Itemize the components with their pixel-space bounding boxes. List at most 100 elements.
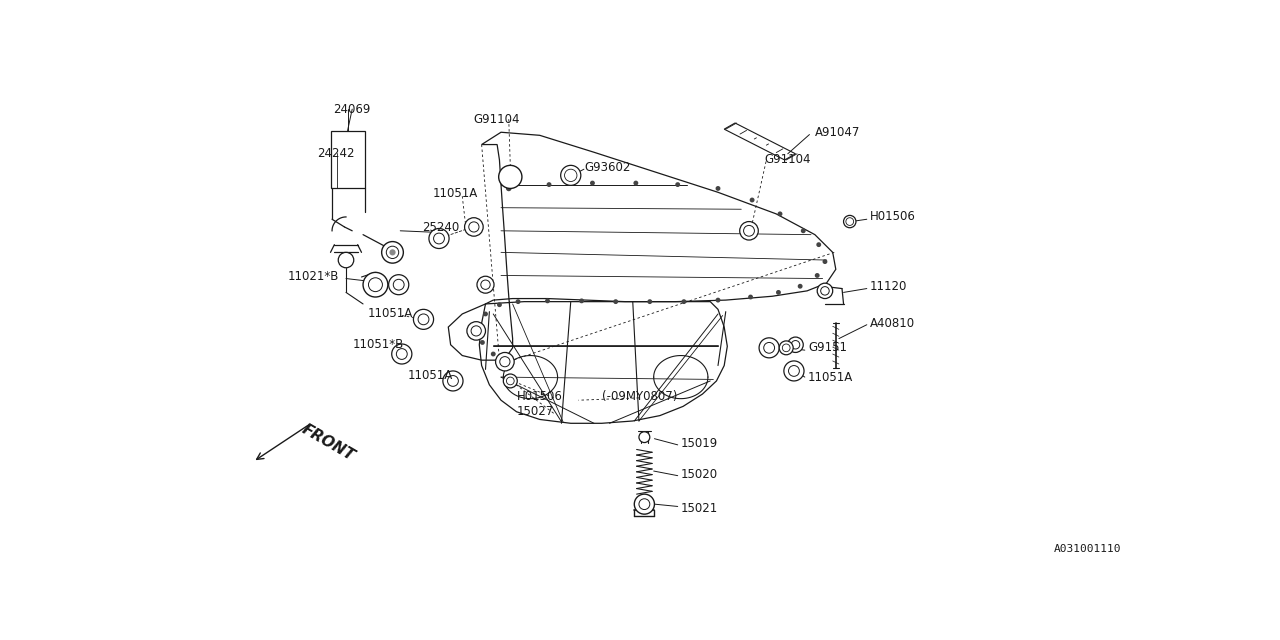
Circle shape xyxy=(443,371,463,391)
Circle shape xyxy=(783,361,804,381)
Text: 15020: 15020 xyxy=(681,468,718,481)
Circle shape xyxy=(788,365,800,376)
Circle shape xyxy=(748,294,753,300)
Circle shape xyxy=(467,322,485,340)
Circle shape xyxy=(815,273,819,278)
Circle shape xyxy=(579,298,584,303)
Circle shape xyxy=(475,324,480,330)
Circle shape xyxy=(481,280,490,289)
Circle shape xyxy=(648,300,653,304)
Circle shape xyxy=(744,225,754,236)
Circle shape xyxy=(844,216,856,228)
Circle shape xyxy=(495,353,515,371)
Circle shape xyxy=(477,276,494,293)
Circle shape xyxy=(635,494,654,514)
Text: 24242: 24242 xyxy=(317,147,355,159)
Circle shape xyxy=(681,300,686,304)
Circle shape xyxy=(776,290,781,295)
Circle shape xyxy=(503,374,517,388)
Text: 25240: 25240 xyxy=(422,221,460,234)
Circle shape xyxy=(716,298,721,303)
Circle shape xyxy=(634,180,639,186)
Circle shape xyxy=(564,169,577,182)
Circle shape xyxy=(490,351,495,356)
Text: (-09MY0807): (-09MY0807) xyxy=(602,390,677,403)
Circle shape xyxy=(797,284,803,289)
Circle shape xyxy=(590,180,595,186)
Circle shape xyxy=(716,186,721,191)
Text: A40810: A40810 xyxy=(870,317,915,330)
Circle shape xyxy=(413,309,434,330)
Circle shape xyxy=(364,273,388,297)
Text: G9151: G9151 xyxy=(808,341,847,355)
Circle shape xyxy=(434,233,444,244)
Circle shape xyxy=(639,432,650,442)
Circle shape xyxy=(499,165,522,188)
Bar xyxy=(330,131,365,188)
Circle shape xyxy=(750,198,754,202)
Text: 11051A: 11051A xyxy=(433,188,477,200)
Circle shape xyxy=(676,182,680,187)
Circle shape xyxy=(471,326,481,336)
Text: A031001110: A031001110 xyxy=(1053,544,1121,554)
Circle shape xyxy=(787,337,804,353)
Text: 24069: 24069 xyxy=(334,102,371,116)
Text: H01506: H01506 xyxy=(517,390,562,403)
Circle shape xyxy=(392,344,412,364)
Circle shape xyxy=(387,246,398,259)
Circle shape xyxy=(801,228,805,233)
Text: H01506: H01506 xyxy=(870,211,915,223)
Circle shape xyxy=(504,358,509,363)
Text: G91104: G91104 xyxy=(764,154,812,166)
Circle shape xyxy=(465,218,483,236)
Text: A91047: A91047 xyxy=(815,125,860,139)
Circle shape xyxy=(338,252,353,268)
Circle shape xyxy=(613,300,618,304)
Text: G93602: G93602 xyxy=(585,161,631,174)
Circle shape xyxy=(639,499,650,509)
Circle shape xyxy=(393,279,404,290)
Circle shape xyxy=(497,302,502,307)
Text: G91104: G91104 xyxy=(474,113,521,125)
Text: FRONT: FRONT xyxy=(300,422,357,463)
Circle shape xyxy=(468,222,479,232)
Text: 11051A: 11051A xyxy=(808,371,854,383)
Circle shape xyxy=(780,341,794,355)
Text: 11021*B: 11021*B xyxy=(288,271,339,284)
Circle shape xyxy=(499,356,509,367)
Circle shape xyxy=(448,376,458,387)
Circle shape xyxy=(547,182,552,187)
Circle shape xyxy=(823,259,827,264)
Circle shape xyxy=(369,278,383,292)
Circle shape xyxy=(381,241,403,263)
Circle shape xyxy=(516,300,521,304)
Circle shape xyxy=(820,287,829,295)
Circle shape xyxy=(817,283,833,298)
Circle shape xyxy=(545,298,550,303)
Circle shape xyxy=(759,338,780,358)
Circle shape xyxy=(782,344,790,352)
Circle shape xyxy=(506,186,512,191)
Text: 11051A: 11051A xyxy=(367,307,413,321)
Circle shape xyxy=(791,340,800,349)
Text: 11051*B: 11051*B xyxy=(352,339,403,351)
Circle shape xyxy=(429,228,449,248)
Circle shape xyxy=(507,377,515,385)
Circle shape xyxy=(817,242,822,247)
Text: 15019: 15019 xyxy=(681,437,718,450)
Circle shape xyxy=(777,211,782,216)
Circle shape xyxy=(480,340,485,345)
Circle shape xyxy=(561,165,581,186)
Circle shape xyxy=(764,342,774,353)
Circle shape xyxy=(483,312,488,316)
Circle shape xyxy=(389,249,396,255)
Circle shape xyxy=(397,349,407,360)
Circle shape xyxy=(389,275,408,294)
Text: 11051A: 11051A xyxy=(408,369,453,382)
Circle shape xyxy=(419,314,429,324)
Text: 15027: 15027 xyxy=(517,405,554,419)
Text: 11120: 11120 xyxy=(870,280,908,292)
Circle shape xyxy=(740,221,758,240)
Circle shape xyxy=(846,218,854,225)
Text: 15021: 15021 xyxy=(681,502,718,515)
